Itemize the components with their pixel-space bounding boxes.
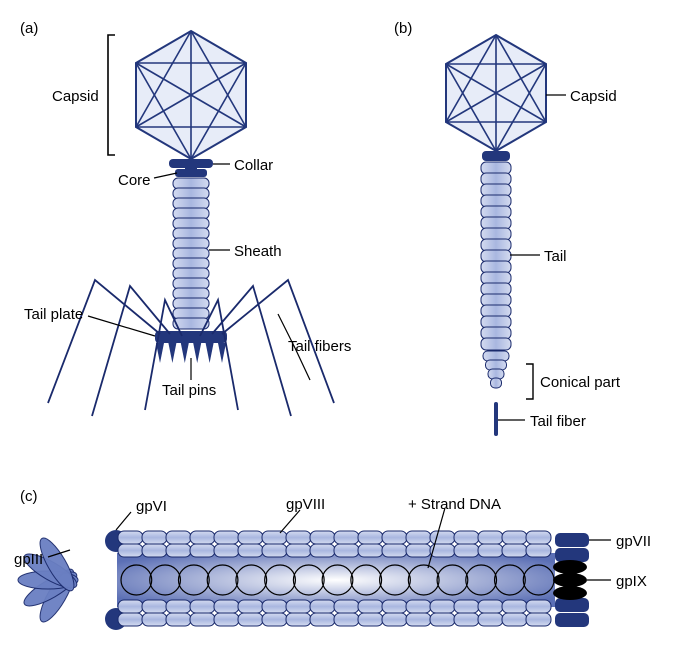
panel-label-b: (b) [394,20,412,37]
label-capsid-b: Capsid [570,88,617,105]
label-tail-fiber-b: Tail fiber [530,413,586,430]
label-tail-b: Tail [544,248,567,265]
label-tail-pins: Tail pins [162,382,216,399]
capsid-bracket-a [108,35,115,155]
gpVIII-bottom [118,600,551,626]
label-gpIII: gpIII [14,551,43,568]
label-sheath: Sheath [234,243,282,260]
panel-label-a: (a) [20,20,38,37]
panel-label-c: (c) [20,488,38,505]
label-gpVIII: gpVIII [286,496,325,513]
tail-b [481,162,511,350]
label-tail-fibers: Tail fibers [288,338,351,355]
label-gpVII: gpVII [616,533,651,550]
label-strand: + Strand DNA [408,496,501,513]
label-gpIX: gpIX [616,573,647,590]
core-a [185,160,197,170]
sheath-a [173,178,209,329]
label-conical: Conical part [540,374,620,391]
label-collar: Collar [234,157,273,174]
tail-fiber-b [494,402,498,436]
conical-b [483,351,509,388]
capsid-b [446,35,546,151]
label-tail-plate: Tail plate [24,306,83,323]
panel-c [18,508,611,630]
gpVIII-top [118,531,551,557]
label-core: Core [118,172,151,189]
gpIX-ovals [553,560,587,600]
capsid-a [136,31,246,159]
gpIII-petals [18,534,81,626]
label-capsid-a: Capsid [52,88,99,105]
tail-plate-a [155,331,227,343]
label-gpVI: gpVI [136,498,167,515]
